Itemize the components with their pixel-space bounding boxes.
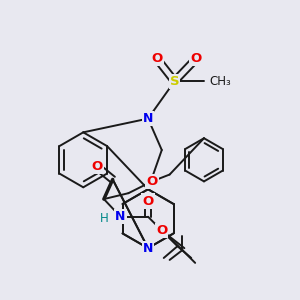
Text: O: O (142, 194, 154, 208)
Text: O: O (92, 160, 103, 173)
Text: S: S (170, 75, 179, 88)
Text: N: N (143, 112, 153, 125)
Text: H: H (100, 212, 108, 225)
Text: N: N (143, 242, 153, 255)
Text: O: O (151, 52, 163, 65)
Text: O: O (146, 175, 158, 188)
Text: CH₃: CH₃ (210, 75, 232, 88)
Text: O: O (190, 52, 202, 65)
Text: N: N (116, 210, 126, 223)
Text: N: N (143, 242, 153, 255)
Text: O: O (156, 224, 167, 237)
